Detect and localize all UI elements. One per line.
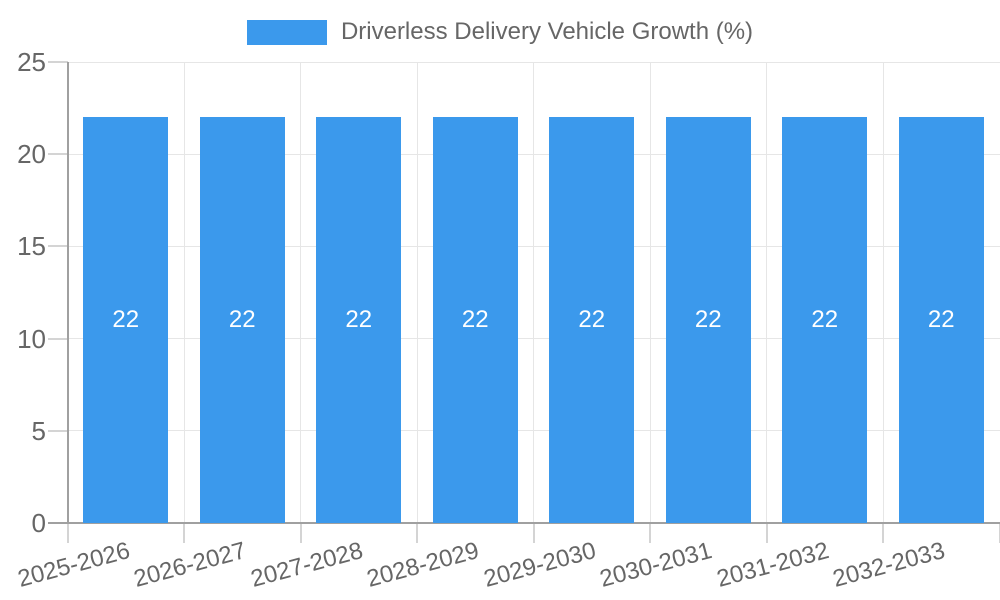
- x-axis-line: [47, 522, 1000, 524]
- y-axis-tick-label: 20: [17, 139, 46, 170]
- v-gridline: [416, 62, 418, 523]
- x-axis-tick: [765, 523, 768, 543]
- bar[interactable]: 22: [432, 117, 518, 523]
- bar-value-label: 22: [228, 306, 256, 334]
- x-axis-tick-label: 2031-2032: [713, 537, 832, 593]
- bar-value-label: 22: [811, 306, 839, 334]
- y-axis-tick: [47, 153, 68, 156]
- y-axis-tick: [47, 61, 68, 63]
- x-axis-tick: [183, 523, 185, 543]
- x-axis-tick-label: 2026-2027: [131, 537, 250, 593]
- x-axis-tick: [532, 523, 535, 543]
- bar-value-label: 22: [112, 306, 140, 334]
- x-axis-tick: [882, 523, 884, 543]
- y-axis-tick: [47, 245, 68, 248]
- x-axis-tick: [66, 523, 69, 543]
- legend-label: Driverless Delivery Vehicle Growth (%): [340, 18, 754, 45]
- v-gridline: [533, 62, 534, 523]
- legend-swatch: [246, 19, 327, 45]
- bar[interactable]: 22: [898, 117, 984, 523]
- bar-value-label: 22: [927, 306, 955, 334]
- x-axis-tick: [998, 523, 1000, 543]
- v-gridline: [183, 62, 185, 523]
- bar-value-label: 22: [694, 306, 722, 334]
- x-axis-tick-label: 2029-2030: [480, 537, 599, 593]
- bar[interactable]: 22: [782, 117, 868, 523]
- x-axis-tick-label: 2027-2028: [247, 537, 366, 593]
- x-axis-tick: [299, 523, 302, 543]
- bar[interactable]: 22: [83, 117, 169, 523]
- x-axis-tick: [416, 523, 418, 543]
- bar[interactable]: 22: [199, 117, 285, 523]
- v-gridline: [649, 62, 651, 523]
- bar-value-label: 22: [578, 306, 606, 334]
- y-axis-tick: [47, 337, 68, 340]
- x-axis-tick: [649, 523, 651, 543]
- v-gridline: [882, 62, 884, 523]
- v-gridline: [300, 62, 301, 523]
- bar[interactable]: 22: [665, 117, 751, 523]
- bar[interactable]: 22: [316, 117, 402, 523]
- y-axis-tick-label: 0: [31, 508, 46, 538]
- y-axis-tick-label: 5: [31, 415, 46, 446]
- y-axis-tick-label: 25: [17, 47, 46, 77]
- bar-value-label: 22: [345, 306, 373, 334]
- bar-value-label: 22: [461, 306, 489, 334]
- y-axis-tick-label: 10: [17, 323, 46, 354]
- bar[interactable]: 22: [549, 117, 635, 523]
- x-axis-tick-label: 2030-2031: [597, 537, 716, 593]
- y-axis-line: [66, 62, 69, 523]
- x-axis-tick-label: 2028-2029: [364, 537, 483, 593]
- y-axis-tick: [47, 429, 68, 432]
- y-axis-tick-label: 15: [17, 231, 46, 262]
- legend-item[interactable]: Driverless Delivery Vehicle Growth (%): [0, 17, 1000, 47]
- x-axis-tick-label: 2025-2026: [14, 537, 133, 593]
- x-axis-tick-label: 2032-2033: [830, 537, 949, 593]
- v-gridline: [766, 62, 767, 523]
